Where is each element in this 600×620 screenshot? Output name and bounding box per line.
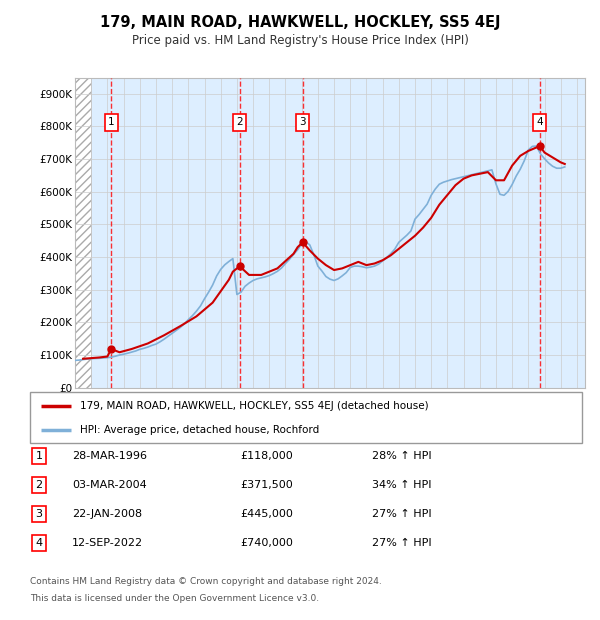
Text: 28% ↑ HPI: 28% ↑ HPI [372, 451, 431, 461]
Text: 4: 4 [35, 538, 43, 548]
Text: 2: 2 [236, 117, 243, 128]
Text: 1: 1 [108, 117, 115, 128]
Text: 179, MAIN ROAD, HAWKWELL, HOCKLEY, SS5 4EJ (detached house): 179, MAIN ROAD, HAWKWELL, HOCKLEY, SS5 4… [80, 401, 428, 411]
Text: Price paid vs. HM Land Registry's House Price Index (HPI): Price paid vs. HM Land Registry's House … [131, 34, 469, 47]
Text: 27% ↑ HPI: 27% ↑ HPI [372, 538, 431, 548]
Text: £118,000: £118,000 [240, 451, 293, 461]
Text: 12-SEP-2022: 12-SEP-2022 [72, 538, 143, 548]
Text: £371,500: £371,500 [240, 480, 293, 490]
Text: HPI: Average price, detached house, Rochford: HPI: Average price, detached house, Roch… [80, 425, 319, 435]
Text: 3: 3 [35, 509, 43, 519]
Text: 3: 3 [299, 117, 306, 128]
Text: £740,000: £740,000 [240, 538, 293, 548]
Text: 03-MAR-2004: 03-MAR-2004 [72, 480, 147, 490]
Text: 1: 1 [35, 451, 43, 461]
Text: Contains HM Land Registry data © Crown copyright and database right 2024.: Contains HM Land Registry data © Crown c… [30, 577, 382, 586]
Bar [75, 78, 91, 388]
Text: 179, MAIN ROAD, HAWKWELL, HOCKLEY, SS5 4EJ: 179, MAIN ROAD, HAWKWELL, HOCKLEY, SS5 4… [100, 16, 500, 30]
Text: 27% ↑ HPI: 27% ↑ HPI [372, 509, 431, 519]
Text: 28-MAR-1996: 28-MAR-1996 [72, 451, 147, 461]
Text: 22-JAN-2008: 22-JAN-2008 [72, 509, 142, 519]
Text: 2: 2 [35, 480, 43, 490]
Text: This data is licensed under the Open Government Licence v3.0.: This data is licensed under the Open Gov… [30, 593, 319, 603]
FancyBboxPatch shape [30, 392, 582, 443]
Text: 4: 4 [536, 117, 543, 128]
Text: 34% ↑ HPI: 34% ↑ HPI [372, 480, 431, 490]
Text: £445,000: £445,000 [240, 509, 293, 519]
